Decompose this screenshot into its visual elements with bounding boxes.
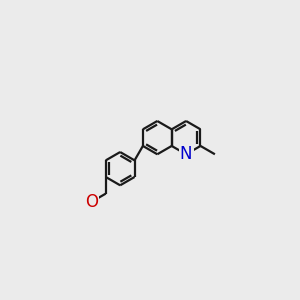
- Text: N: N: [180, 145, 192, 163]
- Text: O: O: [85, 193, 98, 211]
